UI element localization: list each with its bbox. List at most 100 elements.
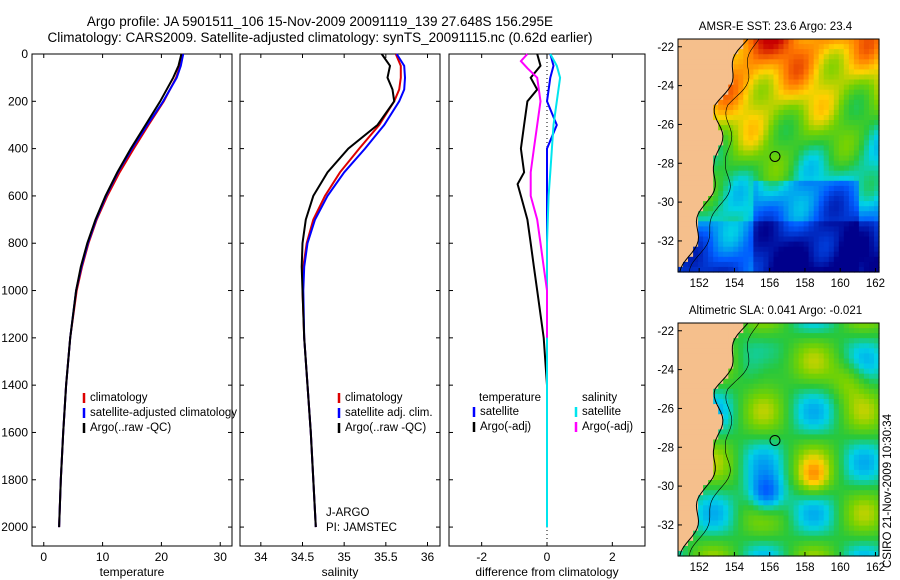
map-cell (858, 261, 865, 268)
map-cell (783, 444, 790, 451)
map-cell (748, 211, 754, 217)
map-cell (853, 490, 860, 496)
map-cell (728, 216, 734, 222)
map-cell (843, 505, 850, 511)
map-cell (848, 170, 855, 177)
map-cell (728, 130, 734, 136)
land-cell (688, 125, 694, 131)
map-cell (743, 185, 749, 192)
map-cell (763, 79, 769, 86)
map-cell (828, 69, 835, 76)
map-cell (853, 231, 860, 238)
map-cell (874, 256, 880, 263)
map-cell (718, 475, 724, 481)
map-cell (748, 323, 754, 329)
map-cell (823, 69, 830, 76)
map-cell (833, 530, 840, 537)
map-cell (848, 404, 855, 410)
map-cell (763, 328, 769, 334)
map-cell (758, 459, 764, 466)
map-cell (788, 368, 795, 375)
land-cell (688, 454, 694, 461)
map-cell (818, 150, 825, 157)
map-cell (768, 201, 775, 207)
land-cell (718, 64, 724, 70)
map-cell (688, 545, 694, 552)
map-cell (778, 59, 785, 65)
land-cell (713, 404, 719, 410)
land-cell (678, 475, 684, 481)
map-cell (848, 120, 855, 126)
land-cell (688, 54, 694, 60)
land-cell (698, 353, 704, 360)
depth-tick-label: 2000 (1, 520, 28, 534)
map-cell (823, 373, 830, 380)
map-cell (723, 409, 729, 415)
land-cell (693, 241, 699, 248)
map-cell (843, 165, 850, 172)
land-cell (688, 363, 694, 370)
map-cell (863, 140, 870, 146)
map-cell (748, 175, 754, 182)
map-cell (728, 444, 734, 451)
map-cell (783, 89, 790, 96)
map-cell (843, 59, 850, 65)
map-cell (853, 44, 860, 50)
map-cell (808, 155, 815, 162)
map-cell (758, 226, 764, 233)
map-cell (823, 206, 830, 212)
map-cell (728, 104, 734, 111)
map-cell (808, 54, 815, 60)
map-cell (708, 510, 714, 517)
map-cell (723, 165, 729, 172)
land-cell (698, 130, 704, 136)
map-cell (773, 323, 780, 329)
map-cell (813, 510, 820, 517)
map-cell (763, 464, 769, 471)
land-cell (708, 358, 714, 365)
map-cell (823, 419, 830, 425)
map-cell (723, 490, 729, 496)
map-cell (853, 409, 860, 415)
map-cell (778, 49, 785, 55)
map-cell (768, 266, 775, 273)
land-cell (698, 383, 704, 390)
map-cell (853, 419, 860, 425)
land-cell (693, 54, 699, 60)
map-cell (783, 353, 790, 360)
map-cell (738, 226, 744, 233)
map-cell (863, 490, 870, 496)
map-cell (833, 510, 840, 517)
land-cell (718, 353, 724, 360)
map-cell (773, 165, 780, 172)
map-cell (833, 348, 840, 354)
map-cell (728, 434, 734, 441)
sst_map-xtick-label: 154 (725, 278, 745, 290)
land-cell (708, 64, 714, 70)
map-cell (783, 170, 790, 177)
map-cell (828, 155, 835, 162)
map-cell (783, 39, 790, 45)
map-cell (733, 464, 739, 471)
map-cell (763, 170, 769, 177)
map-cell (818, 424, 825, 430)
land-cell (708, 378, 714, 385)
map-cell (773, 378, 780, 385)
map-cell (828, 231, 835, 238)
map-cell (753, 211, 759, 217)
map-cell (723, 540, 729, 547)
map-cell (798, 469, 805, 476)
map-cell (768, 211, 775, 217)
land-cell (698, 328, 704, 334)
map-cell (683, 550, 689, 557)
map-cell (823, 39, 830, 45)
land-cell (698, 155, 704, 162)
map-cell (718, 469, 724, 476)
map-cell (808, 236, 815, 243)
map-cell (808, 39, 815, 45)
map-cell (808, 480, 815, 486)
land-cell (693, 404, 699, 410)
land-cell (688, 64, 694, 70)
map-cell (708, 201, 714, 207)
map-cell (733, 160, 739, 167)
